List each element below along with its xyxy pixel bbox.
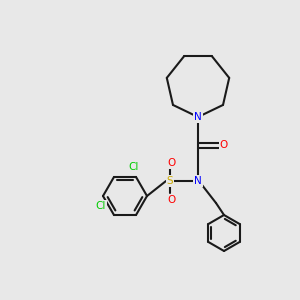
Text: Cl: Cl: [96, 201, 106, 211]
Text: O: O: [220, 140, 228, 150]
Text: N: N: [194, 112, 202, 122]
Text: N: N: [194, 176, 202, 186]
Text: Cl: Cl: [129, 162, 139, 172]
Text: O: O: [167, 158, 175, 168]
Text: S: S: [167, 176, 173, 186]
Text: O: O: [167, 195, 175, 205]
